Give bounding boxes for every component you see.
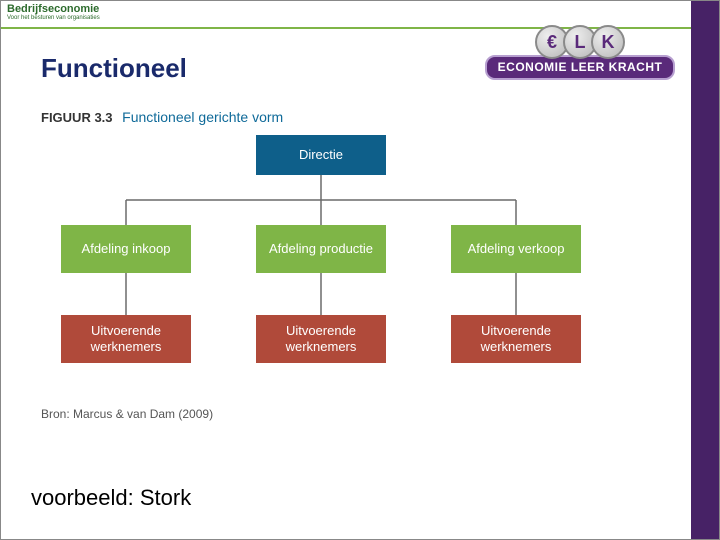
example-label: voorbeeld: Stork <box>31 485 191 511</box>
node-uitvoerende-2: Uitvoerende werknemers <box>451 315 581 363</box>
side-accent-bar <box>691 1 719 539</box>
node-afdeling-0: Afdeling inkoop <box>61 225 191 273</box>
node-afdeling-1: Afdeling productie <box>256 225 386 273</box>
figure-area: FIGUUR 3.3 Functioneel gerichte vorm Dir… <box>41 109 669 421</box>
node-uitvoerende-1: Uitvoerende werknemers <box>256 315 386 363</box>
coin-k-icon: K <box>591 25 625 59</box>
org-chart: Directie Afdeling inkoop Afdeling producti… <box>41 135 601 395</box>
brand-title: Bedrijfseconomie <box>7 3 685 15</box>
slide-title: Functioneel <box>41 53 187 84</box>
logo: € L K ECONOMIE LEER KRACHT <box>485 25 675 80</box>
figure-caption: FIGUUR 3.3 Functioneel gerichte vorm <box>41 109 669 125</box>
node-directie: Directie <box>256 135 386 175</box>
brand-subtitle: Voor het besturen van organisaties <box>7 15 685 21</box>
node-uitvoerende-0: Uitvoerende werknemers <box>61 315 191 363</box>
figure-label: FIGUUR 3.3 <box>41 110 113 125</box>
figure-source: Bron: Marcus & van Dam (2009) <box>41 407 669 421</box>
node-afdeling-2: Afdeling verkoop <box>451 225 581 273</box>
logo-coins: € L K <box>485 25 675 59</box>
figure-caption-text: Functioneel gerichte vorm <box>122 109 283 125</box>
